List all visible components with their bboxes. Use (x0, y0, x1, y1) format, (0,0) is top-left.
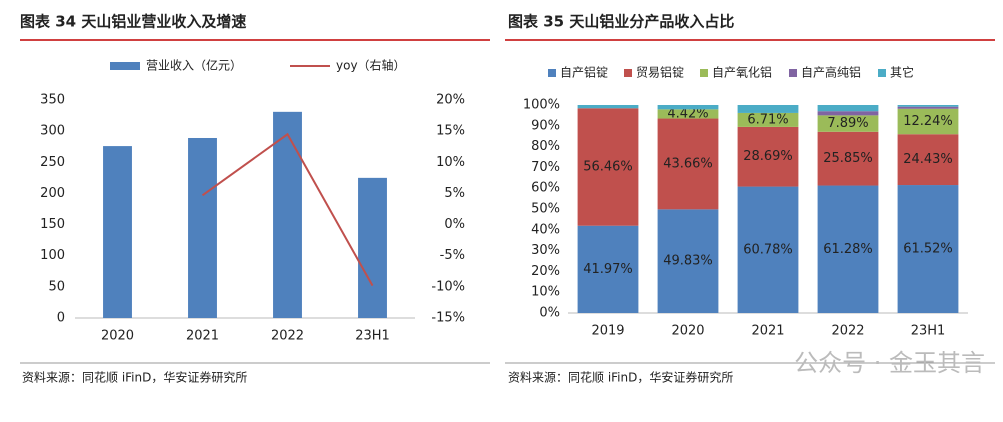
y-tick-label: 90% (531, 118, 560, 133)
bar-segment (737, 126, 799, 187)
legend-label: yoy（右轴） (336, 58, 406, 73)
y-tick-label: 250 (40, 155, 65, 170)
y-tick-label: 0 (57, 311, 65, 326)
y-tick-label: 150 (40, 217, 65, 232)
chart-title: 图表 34 天山铝业营业收入及增速 (20, 13, 246, 31)
x-tick-label: 23H1 (911, 324, 946, 339)
data-label: 41.97% (583, 262, 633, 277)
line (201, 132, 374, 287)
y-tick-label: 60% (531, 181, 560, 196)
bar-segment (737, 105, 799, 113)
y2-tick-label: -10% (431, 279, 465, 294)
data-label: 4.42% (667, 106, 708, 121)
bar (103, 146, 132, 318)
bar-segment (897, 134, 959, 186)
legend-swatch (624, 69, 632, 77)
bar-segment (577, 105, 639, 109)
data-label: 61.28% (823, 242, 873, 257)
bar (188, 137, 217, 318)
bar-segment (737, 186, 799, 313)
legend-label: 其它 (890, 65, 914, 80)
bar-segment (657, 118, 719, 210)
bar-segment (817, 131, 879, 186)
y-tick-label: 20% (531, 264, 560, 279)
x-tick-label: 2019 (591, 324, 624, 339)
bar-segment (657, 209, 719, 313)
data-label: 12.24% (903, 114, 953, 129)
data-label: 24.43% (903, 152, 953, 167)
bar-segment (897, 108, 959, 135)
y-tick-label: 80% (531, 139, 560, 154)
y-tick-label: 100 (40, 248, 65, 263)
y2-tick-label: 10% (436, 155, 465, 170)
legend-label: 自产铝锭 (560, 65, 608, 80)
y-tick-label: 300 (40, 124, 65, 139)
data-label: 7.89% (827, 116, 868, 131)
legend-label: 贸易铝锭 (636, 65, 684, 80)
bar-segment (817, 105, 879, 112)
bar-segment (657, 105, 719, 110)
x-tick-label: 2020 (101, 329, 134, 344)
y2-tick-label: -15% (431, 311, 465, 326)
bar-segment (817, 185, 879, 313)
legend-swatch (700, 69, 708, 77)
data-label: 6.71% (747, 112, 788, 127)
y2-tick-label: 15% (436, 124, 465, 139)
data-label: 43.66% (663, 156, 713, 171)
y2-tick-label: -5% (440, 248, 465, 263)
y-tick-label: 0% (539, 306, 560, 321)
bar (273, 111, 302, 318)
legend-swatch (110, 62, 140, 70)
watermark: 公众号 · 金玉其言 (794, 349, 985, 377)
bar-segment (657, 109, 719, 119)
data-label: 61.52% (903, 242, 953, 257)
bar-segment (897, 185, 959, 313)
bar (358, 177, 387, 318)
legend-swatch (548, 69, 556, 77)
y-tick-label: 40% (531, 222, 560, 237)
x-tick-label: 2020 (671, 324, 704, 339)
y-tick-label: 50% (531, 202, 560, 217)
y-tick-label: 30% (531, 243, 560, 258)
bar-segment (817, 111, 879, 116)
y-tick-label: 50 (48, 279, 65, 294)
bar-segment (897, 105, 959, 107)
data-label: 56.46% (583, 159, 633, 174)
bar-segment (737, 112, 799, 127)
data-label: 25.85% (823, 151, 873, 166)
x-tick-label: 2022 (831, 324, 864, 339)
y2-tick-label: 5% (444, 186, 465, 201)
legend-label: 自产高纯铝 (801, 65, 861, 80)
x-tick-label: 23H1 (355, 329, 390, 344)
y-tick-label: 70% (531, 160, 560, 175)
y-tick-label: 10% (531, 285, 560, 300)
legend-label: 自产氧化铝 (712, 65, 772, 80)
bar-segment (897, 106, 959, 109)
data-label: 60.78% (743, 242, 793, 257)
chart-title: 图表 35 天山铝业分产品收入占比 (508, 13, 734, 31)
legend-swatch (878, 69, 886, 77)
bar-segment (577, 225, 639, 313)
x-tick-label: 2021 (751, 324, 784, 339)
bar-segment (817, 115, 879, 132)
y2-tick-label: 20% (436, 93, 465, 108)
legend-swatch (789, 69, 797, 77)
x-tick-label: 2021 (186, 329, 219, 344)
y-tick-label: 200 (40, 186, 65, 201)
legend-label: 营业收入（亿元） (146, 58, 242, 73)
bar-segment (577, 108, 639, 226)
source: 资料来源：同花顺 iFinD，华安证券研究所 (22, 370, 247, 385)
y-tick-label: 350 (40, 93, 65, 108)
x-tick-label: 2022 (271, 329, 304, 344)
y-tick-label: 100% (523, 98, 560, 113)
source: 资料来源：同花顺 iFinD，华安证券研究所 (508, 370, 733, 385)
data-label: 49.83% (663, 254, 713, 269)
data-label: 28.69% (743, 149, 793, 164)
y2-tick-label: 0% (444, 217, 465, 232)
